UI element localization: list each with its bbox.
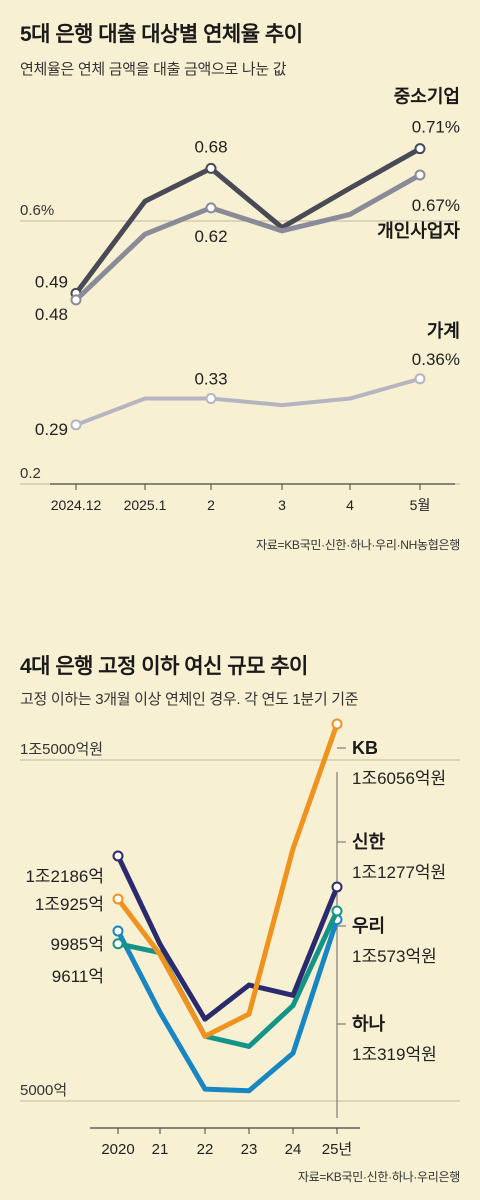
chart2-data-point — [112, 938, 124, 950]
chart1-data-point — [70, 294, 82, 306]
chart2-data-point — [331, 905, 343, 917]
chart2-source: 자료=KB국민·신한·하나·우리은행 — [297, 1170, 460, 1184]
chart1-data-point — [414, 169, 426, 181]
chart1-x-tick-label: 2024.12 — [51, 497, 102, 513]
chart1-x-tick-label: 3 — [278, 497, 286, 513]
chart2-series-name: 하나 — [352, 1014, 386, 1034]
chart1-data-point — [414, 373, 426, 385]
chart2-end-label: 1조6056억원 — [352, 769, 446, 788]
chart2-end-label: 1조573억원 — [352, 947, 437, 966]
chart1-data-point — [414, 143, 426, 155]
chart1-data-label: 0.33 — [194, 370, 227, 389]
chart1-series-line — [75, 376, 421, 427]
chart1-series-name: 가계 — [427, 321, 460, 341]
chart2-start-label: 9611억 — [52, 967, 104, 986]
chart1-plot: 0.6% 0.2 2024.12 2025.1 2 3 4 5월 0.49 0.48 0.68 0.6… — [20, 87, 460, 513]
chart2-data-point — [331, 881, 343, 893]
chart2-title: 4대 은행 고정 이하 여신 규모 추이 — [20, 655, 308, 678]
chart2-x-tick-label: 21 — [152, 1141, 169, 1158]
chart1-x-tick-label: 4 — [346, 497, 354, 513]
chart2-start-label: 1조925억 — [35, 895, 104, 914]
chart2-series-name: 우리 — [352, 916, 385, 936]
chart1-series-line — [74, 172, 422, 302]
chart2-series-name: 신한 — [352, 832, 386, 852]
chart1-x-tick-label: 2025.1 — [124, 497, 167, 513]
chart2-end-label: 1조319억원 — [352, 1045, 437, 1064]
chart2-series-line — [117, 909, 340, 1049]
chart2-data-point — [331, 718, 343, 730]
chart1-y-tick-label: 0.2 — [20, 465, 41, 482]
chart2-x-tick-label: 2020 — [101, 1141, 134, 1158]
chart2-y-tick-label: 5000억 — [20, 1082, 67, 1099]
chart1-data-label: 0.67% — [412, 196, 460, 215]
chart2-x-tick-label: 23 — [241, 1141, 258, 1158]
chart2-x-tick-label: 24 — [285, 1141, 302, 1158]
chart1-data-label: 0.36% — [412, 350, 460, 369]
chart2-data-point — [112, 850, 124, 862]
chart2-series-line — [115, 918, 340, 1094]
chart1-data-label: 0.48 — [35, 305, 68, 324]
chart1-series-line — [73, 146, 422, 295]
chart1-data-point — [205, 202, 217, 214]
chart1-data-label: 0.71% — [412, 118, 460, 137]
chart1-data-label: 0.62 — [194, 227, 227, 246]
chart2-plot: 1조5000억원 5000억 2020 21 22 23 24 25년 1조925억 1조2186… — [20, 718, 460, 1158]
chart2-series-name: KB — [352, 738, 378, 758]
chart2-series-line — [115, 854, 340, 1022]
chart1-data-label: 0.49 — [35, 272, 68, 291]
chart1-data-point — [205, 393, 217, 405]
chart1-x-tick-label: 2 — [207, 497, 215, 513]
chart1-data-point — [70, 419, 82, 431]
chart2-data-point — [112, 925, 124, 937]
chart2-x-tick-label: 22 — [197, 1141, 214, 1158]
chart2-data-point — [112, 893, 124, 905]
chart1-source: 자료=KB국민·신한·하나·우리·NH농협은행 — [256, 538, 460, 552]
chart2-series-line — [116, 723, 340, 1039]
chart2-start-label: 1조2186억 — [25, 867, 104, 886]
chart1-series-name: 개인사업자 — [377, 221, 460, 241]
chart1-data-label: 0.29 — [35, 420, 68, 439]
chart2-subtitle: 고정 이하는 3개월 이상 연체인 경우. 각 연도 1분기 기준 — [20, 691, 359, 708]
chart1-subtitle: 연체율은 연체 금액을 대출 금액으로 나눈 값 — [20, 61, 287, 78]
chart1-y-tick-label: 0.6% — [20, 202, 54, 219]
chart2-y-tick-label: 1조5000억원 — [20, 741, 103, 758]
chart1-data-label: 0.68 — [194, 137, 227, 156]
chart1-title: 5대 은행 대출 대상별 연체율 추이 — [20, 23, 303, 46]
chart1-x-tick-label: 5월 — [410, 497, 431, 513]
chart2-start-label: 9985억 — [51, 935, 104, 954]
chart1-series-name: 중소기업 — [394, 87, 460, 107]
chart2-end-label: 1조1277억원 — [352, 863, 446, 882]
chart2-x-tick-label: 25년 — [322, 1141, 353, 1158]
chart1-data-point — [205, 162, 217, 174]
